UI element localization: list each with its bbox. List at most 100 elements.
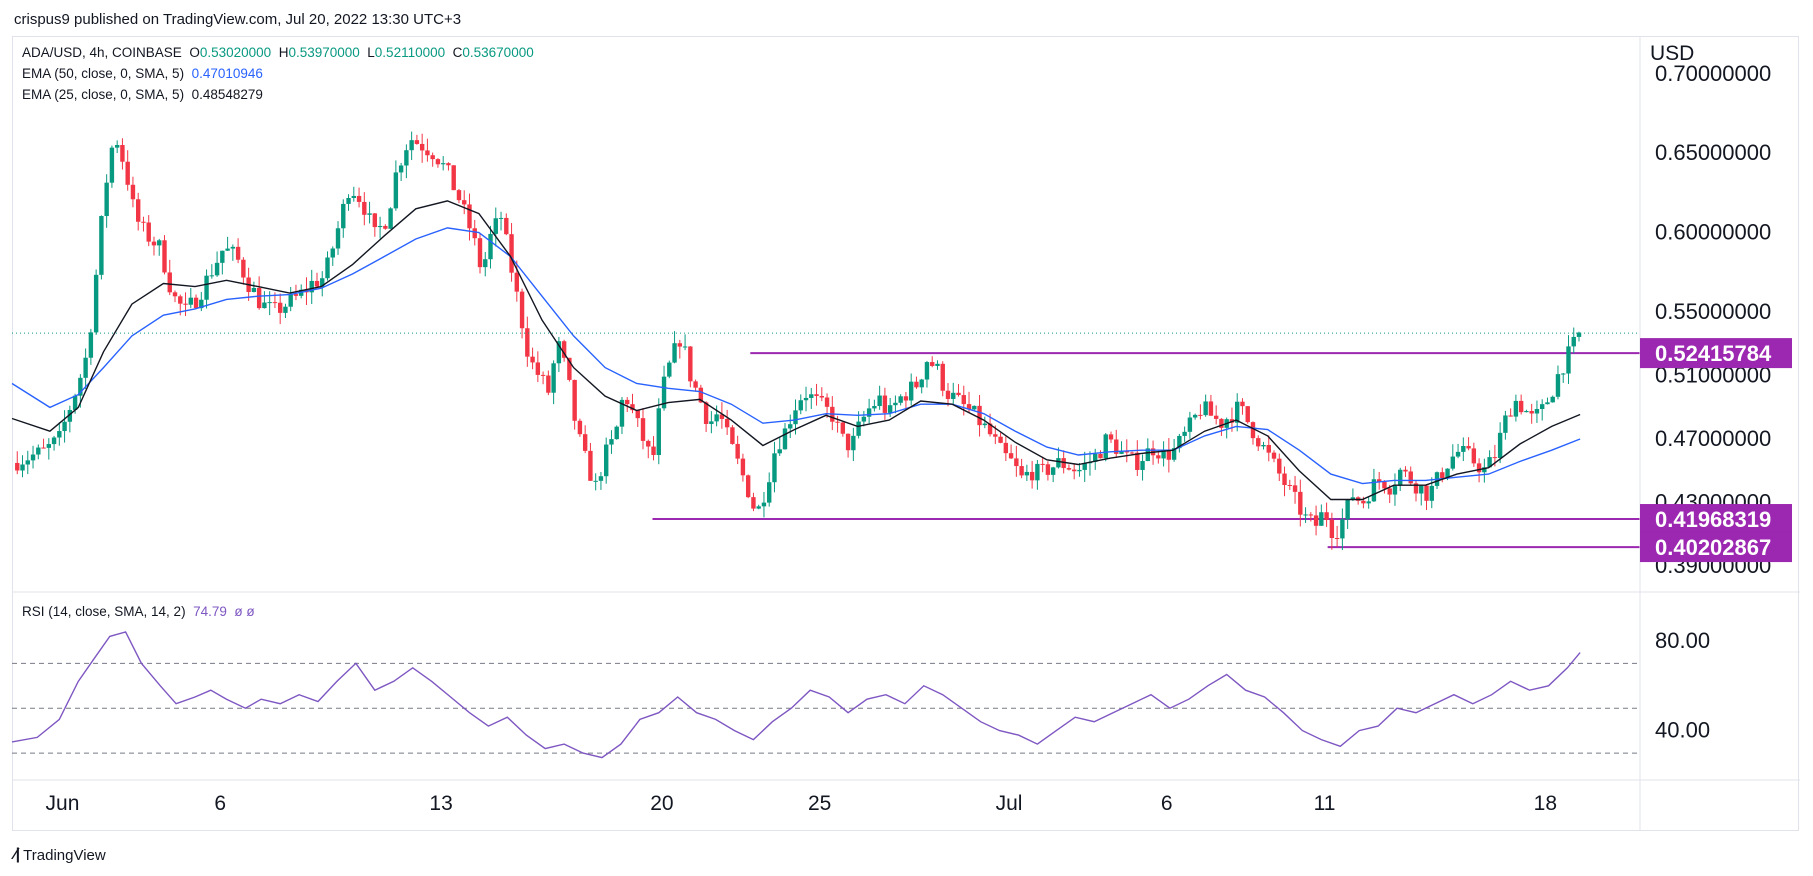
candle-body (1198, 414, 1203, 416)
candle-127 (682, 334, 688, 351)
candle-body (167, 272, 172, 293)
candle-body (1019, 466, 1024, 476)
level-price-tag-1 (1640, 504, 1792, 535)
candle-71 (388, 207, 393, 229)
candle-195 (1040, 456, 1045, 473)
candle-body (951, 392, 956, 399)
candle-body (1129, 452, 1135, 454)
candle-body (1161, 449, 1166, 459)
candle-body (866, 408, 872, 417)
candle-body (993, 434, 998, 437)
candle-139 (745, 474, 751, 499)
candle-230 (1224, 417, 1229, 439)
candle-body (1050, 467, 1056, 475)
candle-body (1518, 400, 1524, 413)
candle-body (220, 250, 225, 263)
candle-body (1071, 469, 1077, 472)
candle-body (214, 262, 220, 276)
candle-103 (556, 336, 562, 372)
candle-257 (1366, 496, 1371, 509)
candle-109 (588, 442, 593, 482)
candle-3 (30, 445, 36, 469)
candle-118 (635, 409, 640, 427)
currency-label[interactable]: USD (1650, 42, 1695, 65)
candle-body (25, 460, 30, 465)
candle-body (788, 424, 793, 429)
candle-body (814, 394, 819, 396)
candle-73 (398, 162, 404, 181)
candle-255 (1355, 496, 1361, 505)
candle-262 (1392, 473, 1398, 506)
candle-119 (640, 408, 646, 450)
rsi-legend[interactable]: RSI (14, close, SMA, 14, 2) 74.79 ø ø (22, 604, 255, 619)
candle-147 (788, 414, 793, 439)
time-tick-label: 6 (1161, 792, 1173, 815)
candle-body (341, 203, 346, 229)
candle-222 (1182, 426, 1187, 442)
candle-body (1440, 472, 1445, 479)
candle-141 (756, 504, 761, 510)
candle-15 (93, 269, 99, 335)
candle-body (125, 161, 130, 185)
candle-body (130, 184, 136, 200)
candle-258 (1371, 468, 1377, 503)
candle-body (856, 421, 861, 436)
candlestick-series (15, 131, 1582, 551)
candle-39 (220, 250, 225, 275)
candle-body (209, 275, 215, 277)
candle-body (930, 362, 935, 366)
candle-13 (83, 348, 88, 389)
candle-289 (1534, 400, 1540, 423)
candle-60 (330, 246, 335, 266)
candle-178 (951, 382, 956, 406)
ema50-legend[interactable]: EMA (50, close, 0, SMA, 5) 0.47010946 (22, 66, 263, 81)
candle-265 (1408, 466, 1413, 486)
candle-221 (1177, 433, 1182, 453)
candle-233 (1240, 398, 1245, 415)
ema25-legend[interactable]: EMA (25, close, 0, SMA, 5) 0.48548279 (22, 87, 263, 102)
level-price-tag-0 (1640, 338, 1792, 369)
candle-267 (1419, 485, 1424, 506)
candle-body (1108, 434, 1114, 440)
candle-188 (1003, 436, 1009, 461)
ohlc-legend: ADA/USD, 4h, COINBASE O0.53020000 H0.539… (22, 45, 534, 60)
candle-body (62, 421, 67, 432)
candle-body (1240, 401, 1245, 407)
candle-body (1077, 469, 1082, 472)
candle-body (288, 294, 293, 307)
candle-116 (625, 397, 630, 413)
candle-128 (688, 346, 693, 388)
candle-body (1566, 346, 1571, 374)
candle-126 (677, 339, 683, 359)
candle-26 (151, 236, 157, 256)
candle-157 (840, 421, 846, 437)
candle-242 (1287, 479, 1292, 490)
candle-body (414, 140, 420, 144)
candle-body (872, 406, 877, 409)
candle-body (409, 140, 414, 151)
candle-8 (57, 422, 62, 446)
candle-body (1271, 452, 1277, 459)
candle-282 (1497, 422, 1503, 464)
candle-body (15, 462, 20, 471)
candle-213 (1135, 440, 1140, 477)
candle-189 (1008, 444, 1014, 459)
candle-245 (1303, 507, 1308, 523)
candle-232 (1235, 393, 1240, 432)
candle-68 (372, 213, 378, 237)
candle-body (388, 208, 393, 229)
candle-body (1534, 409, 1540, 414)
candle-body (703, 402, 709, 424)
candle-body (803, 397, 809, 401)
candle-body (477, 238, 483, 268)
candle-body (351, 195, 356, 199)
legend-close-value: 0.53670000 (462, 45, 534, 60)
candle-body (840, 422, 846, 434)
candle-59 (325, 251, 330, 281)
candle-body (283, 306, 288, 313)
candle-body (1561, 373, 1566, 375)
candle-239 (1271, 450, 1277, 463)
tradingview-brand: TradingView (23, 846, 106, 864)
candle-body (1455, 451, 1461, 457)
